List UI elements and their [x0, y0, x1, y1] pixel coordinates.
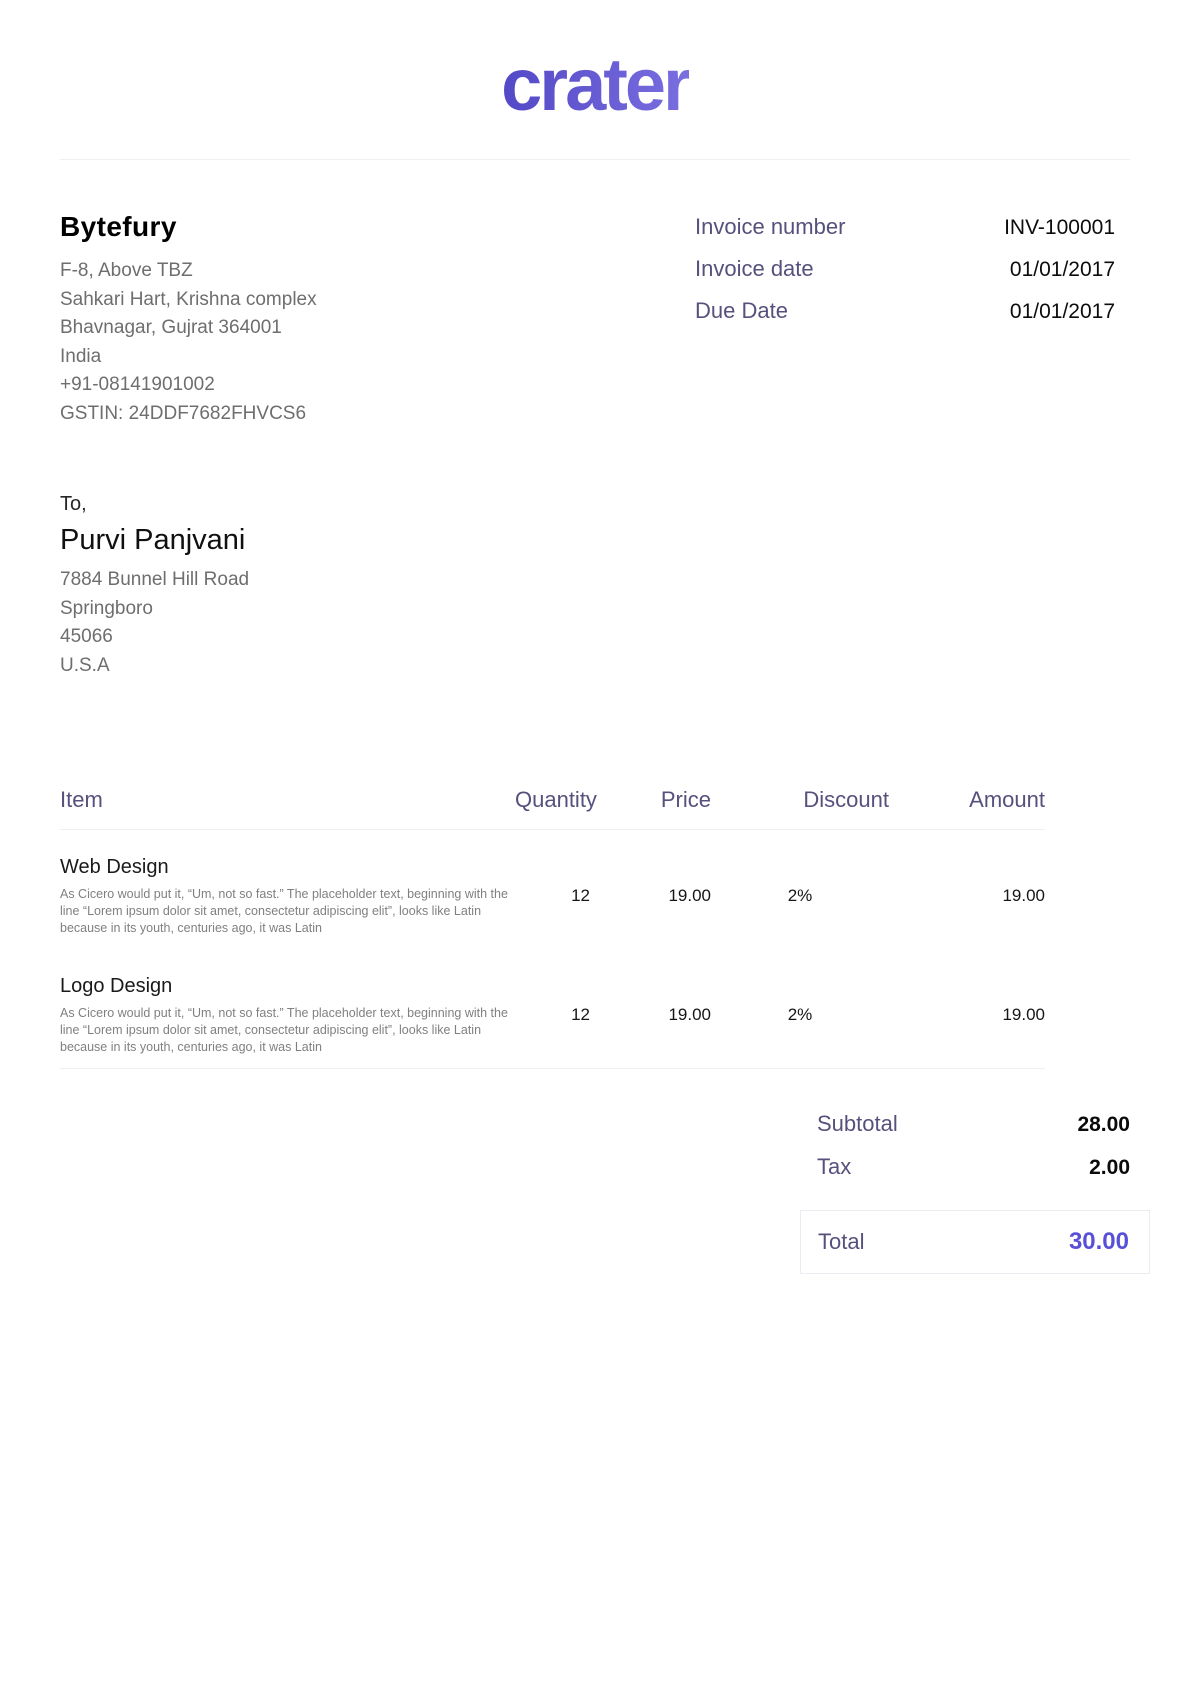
item-amount: 19.00 — [1002, 886, 1045, 905]
company-address-line: Sahkari Hart, Krishna complex — [60, 288, 317, 310]
due-date-label: Due Date — [695, 298, 788, 323]
items-table-header-row: Item Quantity Price Discount Amount — [60, 785, 1045, 830]
invoice-number-label: Invoice number — [695, 214, 846, 239]
header-divider — [60, 159, 1130, 160]
company-address-line: India — [60, 345, 102, 367]
item-price: 19.00 — [590, 949, 711, 1069]
header: crater — [0, 0, 1190, 125]
item-cell: Logo Design As Cicero would put it, “Um,… — [60, 949, 515, 1069]
item-description: As Cicero would put it, “Um, not so fast… — [60, 887, 508, 935]
company-address: F-8, Above TBZ Sahkari Hart, Krishna com… — [60, 257, 317, 428]
item-name: Logo Design — [60, 975, 173, 997]
column-header-price: Price — [590, 785, 711, 830]
invoice-number-value: INV-100001 — [1004, 216, 1115, 239]
company-phone: +91-08141901002 — [60, 374, 215, 395]
bill-to-section: To, Purvi Panjvani 7884 Bunnel Hill Road… — [60, 490, 1130, 680]
bill-to-prefix: To, — [60, 493, 87, 515]
company-gstin: GSTIN: 24DDF7682FHVCS6 — [60, 402, 307, 424]
customer-address-line: 7884 Bunnel Hill Road — [60, 569, 250, 590]
invoice-meta: Invoice number INV-100001 Invoice date 0… — [695, 210, 1130, 428]
company-address-line: F-8, Above TBZ — [60, 260, 193, 281]
table-row: Web Design As Cicero would put it, “Um, … — [60, 830, 1045, 950]
column-header-discount: Discount — [711, 785, 889, 830]
crater-logo: crater — [501, 43, 692, 126]
item-discount: 2% — [787, 886, 813, 905]
company-name: Bytefury — [60, 211, 177, 242]
item-amount: 19.00 — [889, 949, 1045, 1069]
item-price: 19.00 — [668, 886, 711, 905]
table-row: Logo Design As Cicero would put it, “Um,… — [60, 949, 1045, 1069]
items-table: Item Quantity Price Discount Amount Web … — [60, 785, 1045, 1069]
item-discount: 2% — [711, 949, 889, 1069]
item-cell: Web Design As Cicero would put it, “Um, … — [60, 830, 515, 950]
column-header-amount: Amount — [889, 785, 1045, 830]
company-info: Bytefury F-8, Above TBZ Sahkari Hart, Kr… — [60, 210, 317, 428]
subtotal-row: Subtotal 28.00 — [817, 1109, 1130, 1140]
tax-value: 2.00 — [1089, 1156, 1130, 1179]
customer-address-line: Springboro — [60, 597, 153, 619]
column-header-quantity: Quantity — [515, 785, 597, 830]
column-header-item: Item — [60, 785, 515, 830]
invoice-date-row: Invoice date 01/01/2017 — [695, 254, 1115, 285]
item-quantity: 12 — [571, 886, 590, 905]
invoice-date-value: 01/01/2017 — [1009, 258, 1115, 281]
total-value: 30.00 — [1068, 1228, 1129, 1255]
invoice-number-row: Invoice number INV-100001 — [695, 212, 1115, 243]
totals-section: Subtotal 28.00 Tax 2.00 Total 30.00 — [800, 1109, 1150, 1274]
tax-label: Tax — [817, 1154, 852, 1179]
total-label: Total — [818, 1229, 865, 1254]
subtotal-value: 28.00 — [1077, 1113, 1130, 1136]
item-quantity: 12 — [515, 949, 590, 1069]
customer-address: 7884 Bunnel Hill Road Springboro 45066 U… — [60, 566, 1130, 680]
item-name: Web Design — [60, 856, 169, 878]
total-box: Total 30.00 — [800, 1210, 1150, 1274]
company-and-meta-section: Bytefury F-8, Above TBZ Sahkari Hart, Kr… — [60, 210, 1130, 428]
invoice-date-label: Invoice date — [695, 256, 814, 281]
customer-address-line: 45066 — [60, 626, 113, 647]
customer-name: Purvi Panjvani — [60, 524, 246, 556]
item-description: As Cicero would put it, “Um, not so fast… — [60, 1006, 508, 1054]
due-date-value: 01/01/2017 — [1009, 300, 1115, 323]
customer-address-line: U.S.A — [60, 654, 110, 676]
company-address-line: Bhavnagar, Gujrat 364001 — [60, 317, 282, 338]
tax-row: Tax 2.00 — [817, 1152, 1130, 1183]
due-date-row: Due Date 01/01/2017 — [695, 296, 1115, 327]
subtotal-label: Subtotal — [817, 1111, 898, 1136]
